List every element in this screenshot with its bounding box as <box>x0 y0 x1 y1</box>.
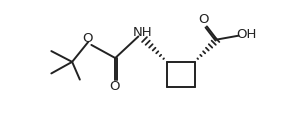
Text: OH: OH <box>237 28 257 41</box>
Text: O: O <box>198 13 208 26</box>
Text: O: O <box>82 32 93 45</box>
Text: O: O <box>109 80 120 93</box>
Text: NH: NH <box>132 26 152 39</box>
